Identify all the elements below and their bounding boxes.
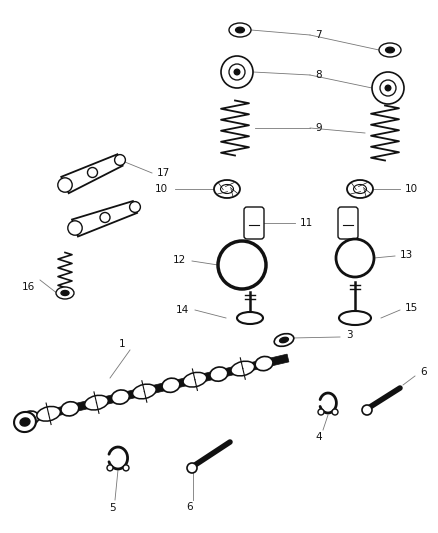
Circle shape xyxy=(385,85,391,91)
Ellipse shape xyxy=(236,27,244,33)
Text: 6: 6 xyxy=(187,502,193,512)
Text: 17: 17 xyxy=(157,168,170,178)
Text: 16: 16 xyxy=(22,282,35,292)
Ellipse shape xyxy=(21,411,39,425)
Polygon shape xyxy=(72,201,137,237)
Ellipse shape xyxy=(112,390,129,404)
Ellipse shape xyxy=(61,290,69,295)
Circle shape xyxy=(123,465,129,471)
Circle shape xyxy=(362,405,372,415)
Text: 4: 4 xyxy=(316,432,322,442)
Ellipse shape xyxy=(347,180,373,198)
Text: 15: 15 xyxy=(405,303,418,313)
Circle shape xyxy=(336,239,374,277)
Circle shape xyxy=(318,409,324,415)
Polygon shape xyxy=(21,354,289,424)
Ellipse shape xyxy=(162,378,180,392)
Ellipse shape xyxy=(237,312,263,324)
Circle shape xyxy=(100,213,110,222)
Ellipse shape xyxy=(231,361,254,376)
Ellipse shape xyxy=(210,367,228,381)
Circle shape xyxy=(332,409,338,415)
Circle shape xyxy=(187,463,197,473)
Circle shape xyxy=(115,155,125,165)
Circle shape xyxy=(218,241,266,289)
Ellipse shape xyxy=(85,395,108,410)
Text: 3: 3 xyxy=(346,330,353,340)
Circle shape xyxy=(58,178,72,192)
Circle shape xyxy=(107,465,113,471)
Ellipse shape xyxy=(229,23,251,37)
Ellipse shape xyxy=(385,47,394,53)
Circle shape xyxy=(234,69,240,75)
Text: 6: 6 xyxy=(420,367,427,377)
FancyBboxPatch shape xyxy=(244,207,264,239)
Ellipse shape xyxy=(255,357,273,370)
Ellipse shape xyxy=(37,407,60,421)
Text: 11: 11 xyxy=(300,218,313,228)
Text: 9: 9 xyxy=(315,123,321,133)
Ellipse shape xyxy=(214,180,240,198)
Ellipse shape xyxy=(274,334,294,346)
Text: 5: 5 xyxy=(110,503,117,513)
Circle shape xyxy=(68,221,82,235)
Ellipse shape xyxy=(353,184,367,193)
Circle shape xyxy=(130,201,141,212)
Ellipse shape xyxy=(14,412,36,432)
Ellipse shape xyxy=(61,402,79,416)
Circle shape xyxy=(88,167,98,177)
Circle shape xyxy=(221,56,253,88)
Text: 13: 13 xyxy=(400,250,413,260)
Ellipse shape xyxy=(183,373,207,387)
Circle shape xyxy=(372,72,404,104)
Circle shape xyxy=(229,64,245,80)
Text: 12: 12 xyxy=(173,255,186,265)
Text: 10: 10 xyxy=(405,184,418,194)
Ellipse shape xyxy=(56,287,74,299)
FancyBboxPatch shape xyxy=(338,207,358,239)
Ellipse shape xyxy=(20,418,30,426)
Ellipse shape xyxy=(379,43,401,57)
Polygon shape xyxy=(61,154,123,193)
Ellipse shape xyxy=(133,384,156,399)
Text: 8: 8 xyxy=(315,70,321,80)
Ellipse shape xyxy=(279,337,288,343)
Circle shape xyxy=(380,80,396,96)
Text: 7: 7 xyxy=(315,30,321,40)
Ellipse shape xyxy=(220,184,233,193)
Ellipse shape xyxy=(339,311,371,325)
Text: 10: 10 xyxy=(155,184,168,194)
Text: 1: 1 xyxy=(119,339,125,349)
Text: 14: 14 xyxy=(176,305,189,315)
